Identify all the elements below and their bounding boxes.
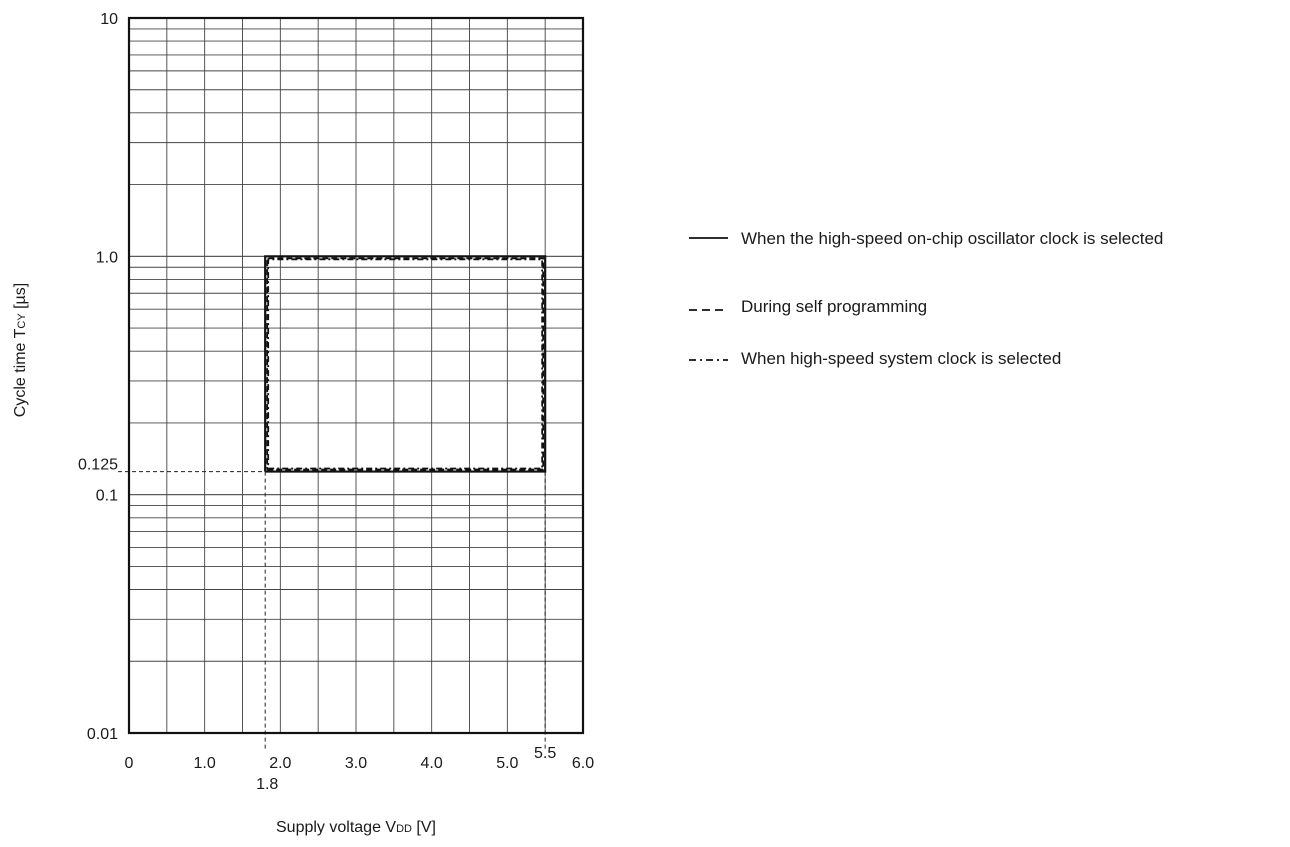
y-tick-label: 10 <box>100 11 118 28</box>
legend-label-0: When the high-speed on-chip oscillator c… <box>741 229 1163 248</box>
series-line-dashdot <box>267 258 544 470</box>
plot-frame <box>127 16 585 735</box>
x-tick-label: 3.0 <box>345 755 367 772</box>
x-tick-label: 2.0 <box>269 755 291 772</box>
y-axis-label-unit: [µs] <box>12 283 29 314</box>
series-line-solid <box>264 255 547 473</box>
x-axis-label-sub: DD <box>396 823 412 835</box>
y-axis-label-sub: CY <box>16 313 28 329</box>
legend-label-1: During self programming <box>741 297 927 316</box>
reference-guides <box>118 471 546 750</box>
grid <box>129 17 583 734</box>
legend: When the high-speed on-chip oscillator c… <box>689 229 1163 368</box>
x-tick-label: 6.0 <box>572 755 594 772</box>
x-axis-label-unit: [V] <box>412 819 436 836</box>
y-tick-labels: 10 1.0 0.1 0.01 0.125 <box>78 11 118 743</box>
x-marked-label: 1.8 <box>256 776 278 793</box>
x-tick-label: 0 <box>125 755 134 772</box>
y-tick-label: 0.01 <box>87 726 118 743</box>
x-axis-label-main: Supply voltage V <box>276 819 396 836</box>
series-line-dashed <box>266 257 545 471</box>
x-marked-label: 5.5 <box>534 745 556 762</box>
x-tick-label: 4.0 <box>421 755 443 772</box>
y-tick-label: 1.0 <box>96 249 118 266</box>
x-tick-label: 1.0 <box>194 755 216 772</box>
x-tick-label: 5.0 <box>496 755 518 772</box>
x-axis-label: Supply voltage VDD [V] <box>276 819 436 836</box>
x-tick-labels: 0 1.0 2.0 3.0 4.0 5.0 6.0 1.8 5.5 <box>125 745 595 793</box>
series-layer <box>264 255 547 473</box>
legend-label-2: When high-speed system clock is selected <box>741 349 1061 368</box>
y-axis-label: Cycle time TCY [µs] <box>12 283 29 417</box>
y-tick-label: 0.1 <box>96 488 118 505</box>
y-axis-label-main: Cycle time T <box>12 328 29 417</box>
y-marked-label: 0.125 <box>78 457 118 474</box>
